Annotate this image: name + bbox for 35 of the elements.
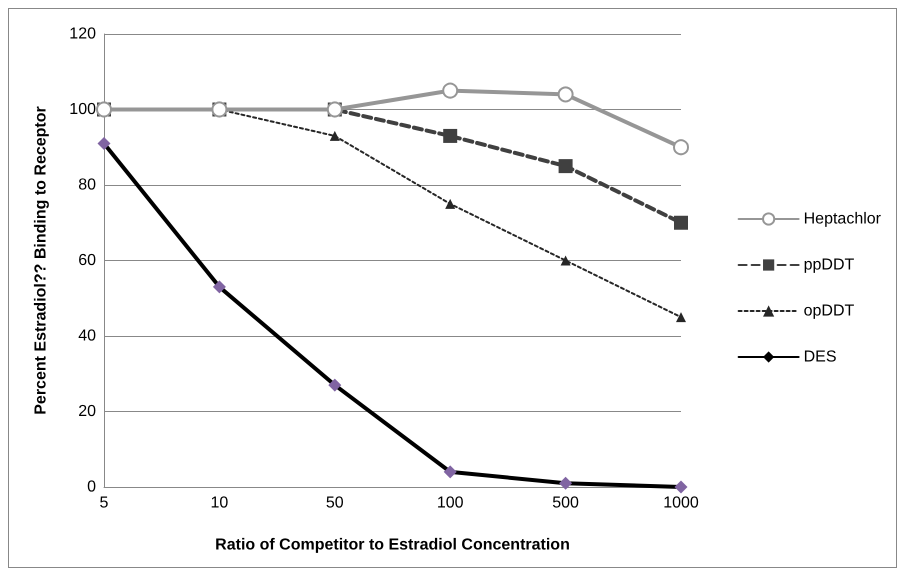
x-axis-title: Ratio of Competitor to Estradiol Concentration: [215, 536, 570, 554]
x-tick-label: 1000: [663, 494, 699, 512]
y-tick-label: 120: [69, 26, 96, 42]
legend-label: opDDT: [804, 302, 855, 320]
y-axis-title: Percent Estradiol?? Binding to Receptor: [32, 106, 50, 415]
point: [445, 198, 456, 209]
y-tick-label: 80: [78, 176, 96, 194]
point: [673, 139, 689, 156]
point: [330, 130, 340, 141]
point: [674, 216, 688, 230]
point: [442, 82, 458, 99]
legend-label: Heptachlor: [804, 210, 882, 228]
point: [676, 312, 686, 322]
legend-label: ppDDT: [804, 256, 855, 274]
x-tick-label: 5: [100, 494, 109, 512]
point: [444, 465, 457, 478]
y-tick-label: 20: [78, 403, 96, 420]
point: [443, 128, 458, 143]
point: [560, 256, 571, 266]
x-tick-label: 50: [326, 494, 344, 512]
point: [674, 480, 688, 494]
point: [559, 476, 572, 490]
x-tick-label: 10: [210, 494, 228, 512]
point: [328, 378, 342, 392]
legend-label: DES: [804, 348, 837, 366]
x-tick-label: 500: [552, 494, 580, 512]
point: [98, 136, 110, 150]
point: [558, 86, 574, 102]
point: [558, 159, 573, 174]
y-tick-label: 100: [69, 101, 96, 118]
y-tick-label: 40: [78, 328, 96, 344]
y-tick-label: 0: [87, 478, 96, 496]
x-tick-label: 100: [436, 494, 464, 512]
point: [212, 280, 226, 294]
y-tick-label: 60: [78, 252, 96, 269]
